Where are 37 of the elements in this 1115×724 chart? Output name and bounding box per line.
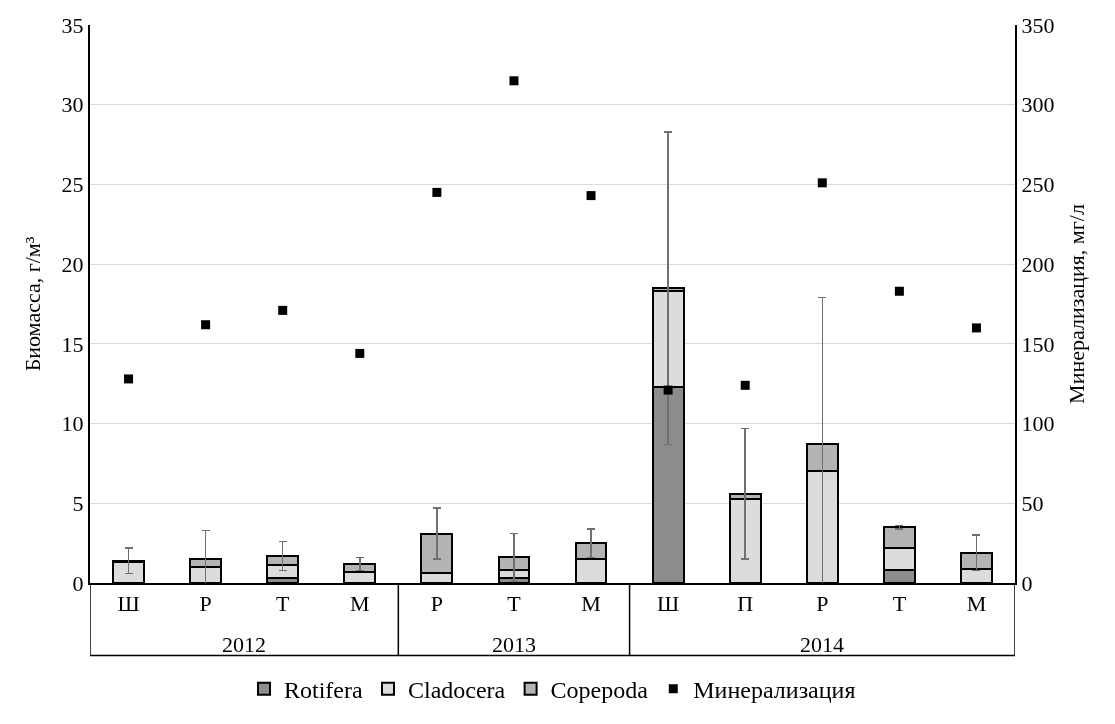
- y2-tick-label: 0: [1021, 570, 1033, 596]
- y-tick-label: 20: [61, 251, 84, 277]
- legend-label: Rotifera: [284, 677, 363, 704]
- x-tick-label: Т: [275, 591, 290, 617]
- text: 2012: [222, 632, 266, 657]
- x-tick-label: Р: [816, 591, 829, 617]
- y2-tick-label: 50: [1021, 490, 1044, 516]
- x-tick-label: М: [581, 591, 601, 617]
- y2-tick-label: 150: [1021, 331, 1055, 357]
- y2-tick-label: 100: [1021, 411, 1055, 437]
- text: 2013: [492, 632, 536, 657]
- x-tick-label: Ш: [657, 591, 680, 617]
- x-tick-label: П: [737, 591, 754, 617]
- x-tick-label: Ш: [117, 591, 140, 617]
- y-axis-title: Биомасса, г/м³: [19, 236, 45, 372]
- y-tick-label: 5: [72, 490, 84, 516]
- y-tick-label: 35: [61, 12, 84, 38]
- y2-tick-label: 350: [1021, 12, 1055, 38]
- y2-axis-title: Минерализация, мг/л: [1063, 204, 1089, 404]
- x-tick-label: Р: [430, 591, 444, 617]
- legend-label: Copepoda: [550, 677, 649, 704]
- legend-label: Минерализация: [693, 677, 856, 704]
- x-tick-label: Р: [199, 591, 212, 617]
- text: 2014: [800, 632, 844, 657]
- x-tick-label: М: [966, 591, 987, 617]
- x-tick-label: Т: [892, 591, 907, 617]
- y2-tick-label: 250: [1021, 172, 1055, 198]
- y-tick-label: 10: [61, 411, 84, 437]
- x-tick-label: Т: [507, 591, 522, 617]
- y-tick-label: 0: [72, 570, 84, 596]
- y2-tick-label: 200: [1021, 251, 1055, 277]
- y-tick-label: 15: [61, 331, 84, 357]
- y-tick-label: 25: [61, 172, 84, 198]
- y2-tick-label: 300: [1021, 92, 1055, 118]
- legend-label: Cladocera: [407, 677, 506, 704]
- x-tick-label: М: [350, 591, 370, 617]
- y-tick-label: 30: [61, 92, 84, 118]
